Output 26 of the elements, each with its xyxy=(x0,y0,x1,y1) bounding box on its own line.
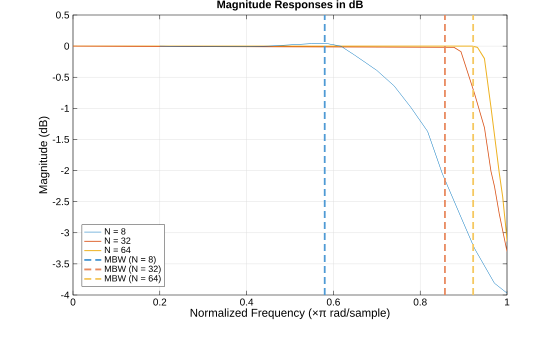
legend-label: N = 32 xyxy=(104,237,130,244)
y-tick-label: -1 xyxy=(61,104,69,112)
x-axis-title: Normalized Frequency (×π rad/sample) xyxy=(190,308,390,320)
legend-label: N = 8 xyxy=(104,228,126,235)
y-tick-label: -1.5 xyxy=(52,136,70,143)
y-tick-label: -2.5 xyxy=(52,198,70,206)
y-tick-label: 0.5 xyxy=(56,11,70,19)
x-tick-label: 0.6 xyxy=(326,298,340,306)
x-tick-label: 1 xyxy=(505,298,510,306)
y-tick-label: -3.5 xyxy=(52,260,70,268)
x-tick-label: 0.8 xyxy=(414,298,427,306)
legend-label: N = 64 xyxy=(104,246,131,254)
x-tick-label: 0 xyxy=(70,298,76,306)
legend-label: MBW (N = 64) xyxy=(104,274,161,284)
x-tick-label: 0.2 xyxy=(153,298,166,306)
chart-title: Magnitude Responses in dB xyxy=(217,0,363,11)
legend-label: MBW (N = 32) xyxy=(104,265,161,274)
y-tick-label: -2 xyxy=(61,167,69,174)
x-tick-label: 0.4 xyxy=(240,298,254,306)
legend-label: MBW (N = 8) xyxy=(104,256,156,264)
y-axis-title: Magnitude (dB) xyxy=(38,116,50,194)
y-tick-label: 0 xyxy=(64,42,70,50)
y-tick-label: -3 xyxy=(61,229,70,236)
y-tick-label: -4 xyxy=(61,292,70,298)
line-series xyxy=(160,43,508,294)
y-tick-label: -0.5 xyxy=(52,74,70,81)
